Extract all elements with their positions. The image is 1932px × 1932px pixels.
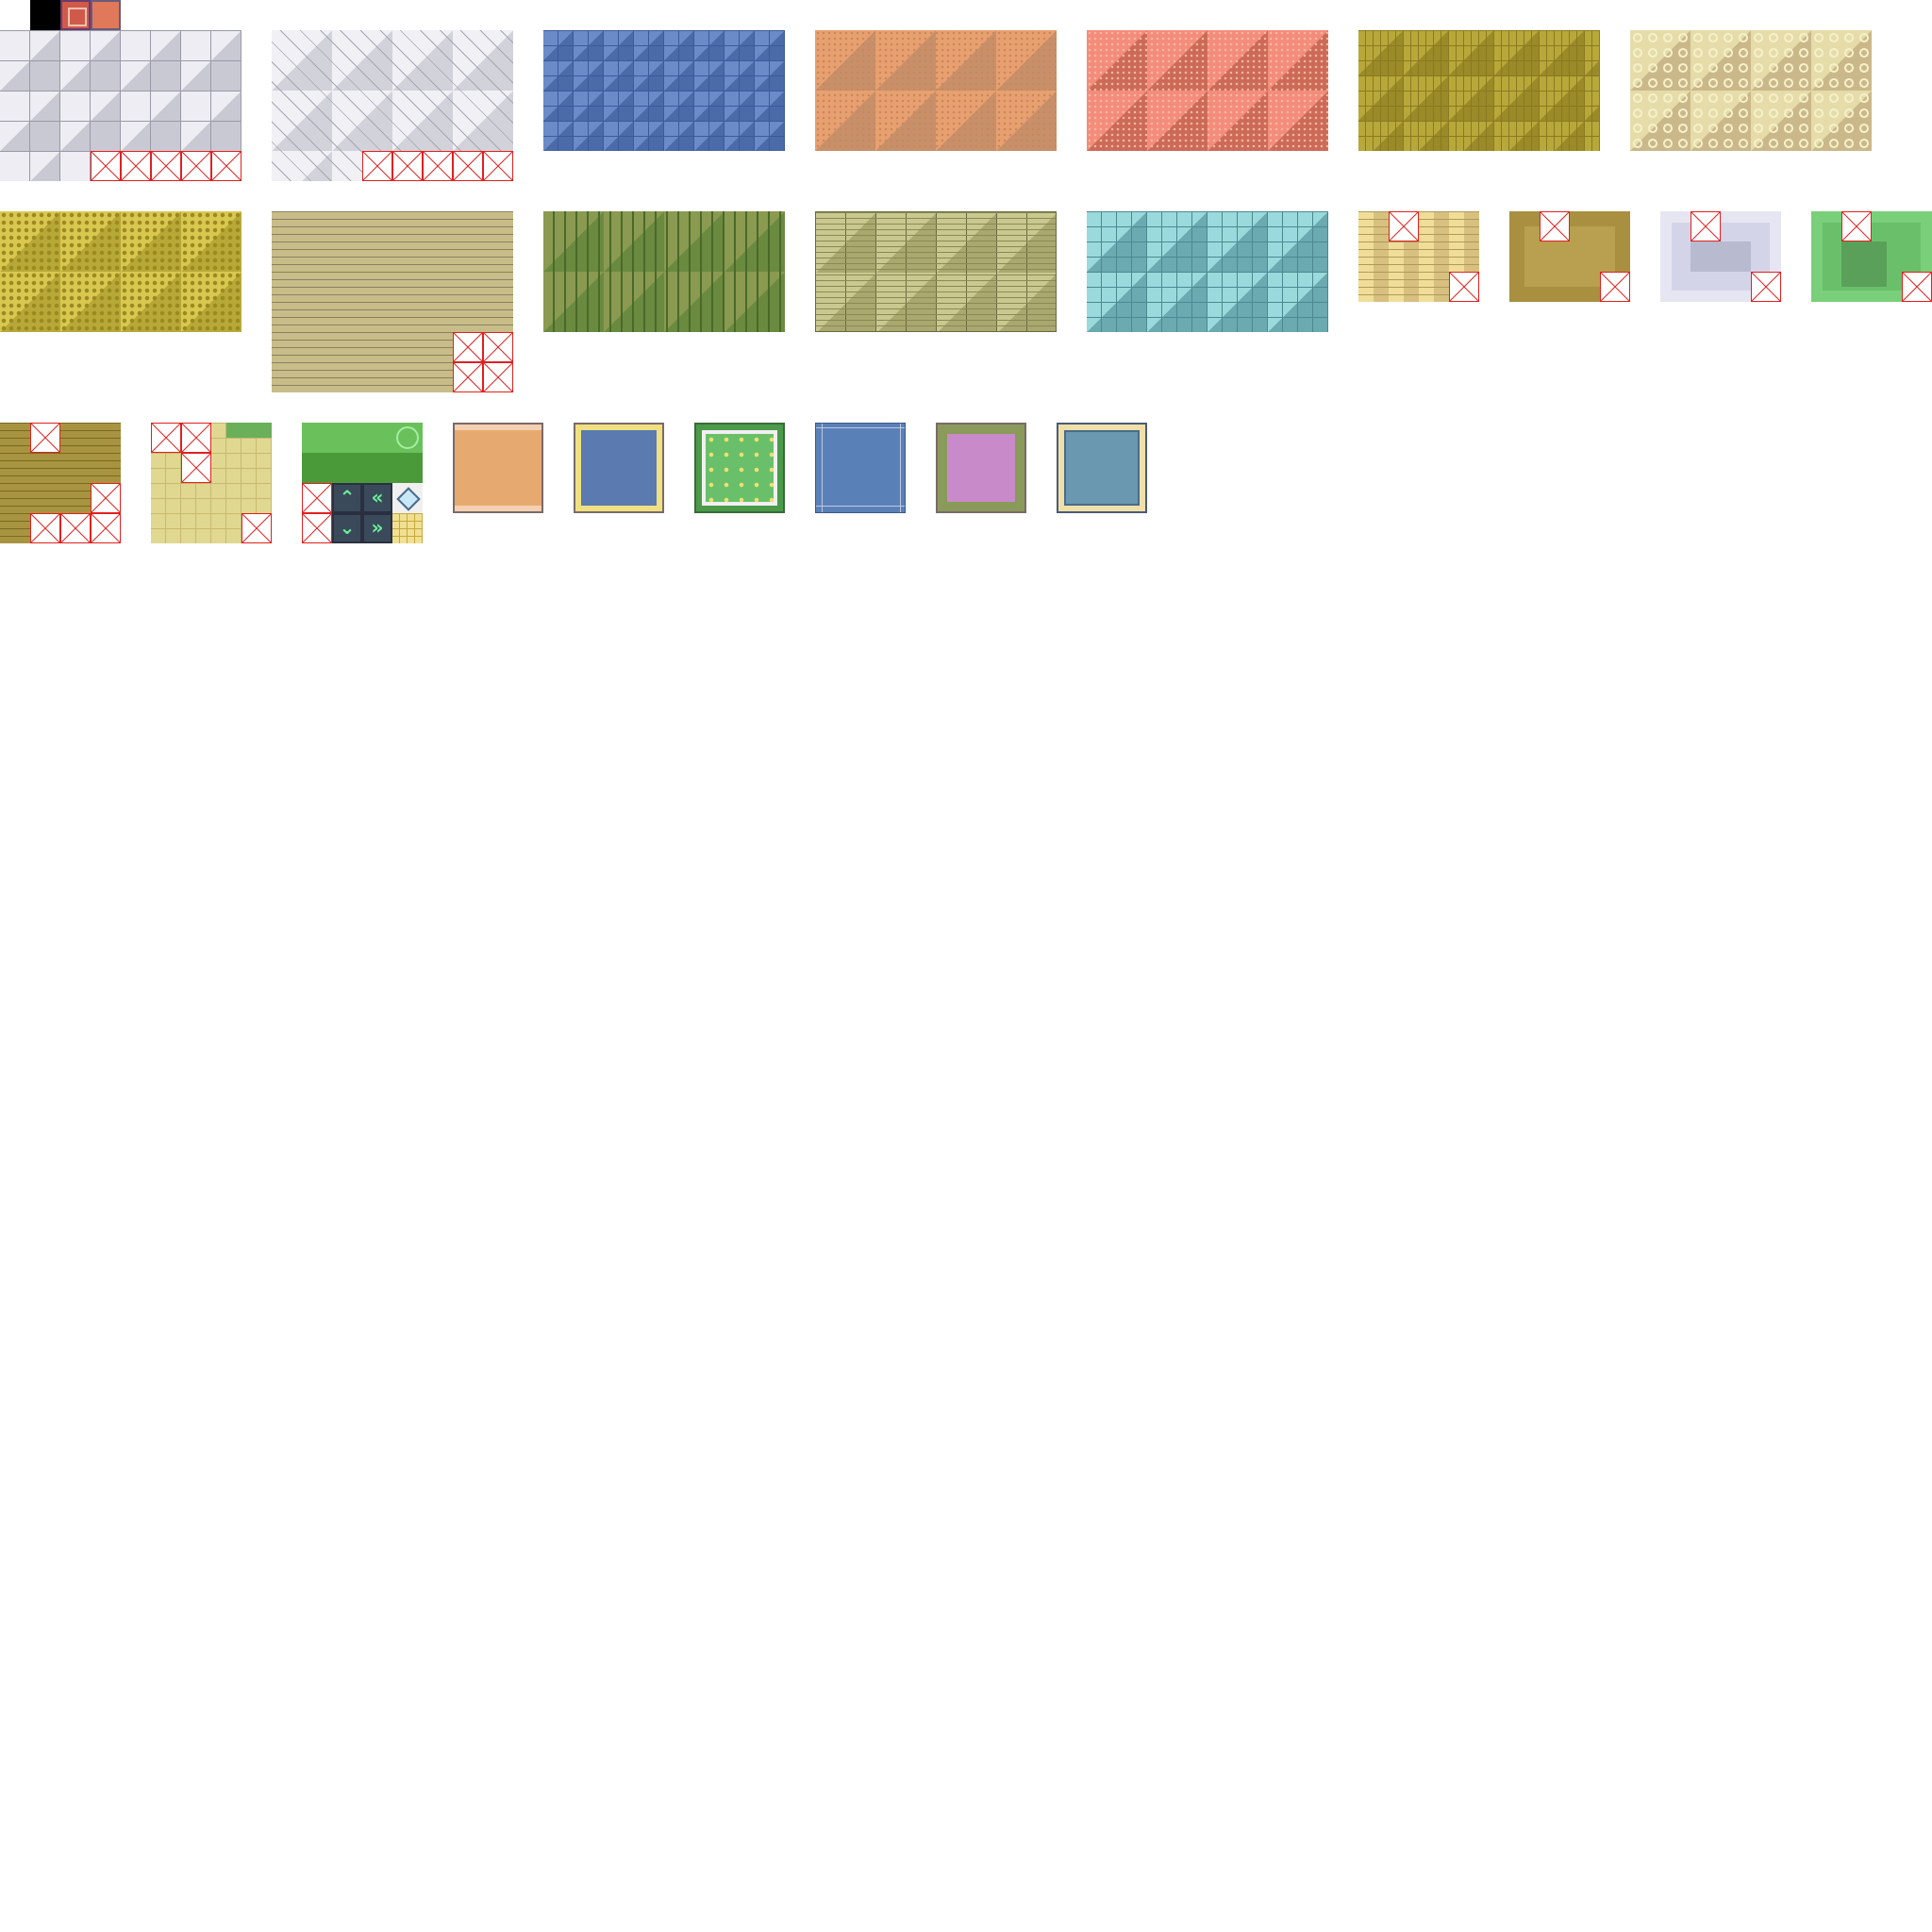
tileset-khaki-planks <box>815 211 1057 332</box>
arrow-right-icon: » <box>362 513 392 543</box>
missing-tile-icon <box>302 483 332 513</box>
missing-tile-icon <box>392 151 423 181</box>
missing-tile-icon <box>302 513 332 543</box>
grid-tile <box>392 513 423 543</box>
missing-tile-icon <box>1841 211 1872 242</box>
missing-tile-icon <box>121 151 151 181</box>
missing-tile-icon <box>453 151 483 181</box>
missing-tile-icon <box>453 362 483 392</box>
tileset-yellow-dotted <box>0 211 242 332</box>
tileset-cream-tiles <box>1630 30 1872 151</box>
missing-tile-icon <box>483 332 513 362</box>
missing-tile-icon <box>91 483 121 513</box>
missing-tile-icon <box>30 513 60 543</box>
tileset-salmon-carpet <box>1087 30 1328 151</box>
mat-pink-olive-border <box>936 423 1026 513</box>
missing-tile-icon <box>91 151 121 181</box>
swatch-red-frame <box>60 0 91 30</box>
arrow-left-icon: « <box>362 483 392 513</box>
missing-tile-icon <box>151 423 181 453</box>
tileset-blue-tiles <box>543 30 785 151</box>
grass-strip-dark <box>302 453 423 483</box>
missing-tile-icon <box>30 423 60 453</box>
missing-tile-icon <box>453 332 483 362</box>
missing-tile-icon <box>1690 211 1721 242</box>
missing-tile-icon <box>211 151 242 181</box>
missing-tile-icon <box>362 151 392 181</box>
swatch-orange-carpet <box>91 0 121 30</box>
swatch-black <box>30 0 60 30</box>
pokeball-icon <box>396 426 419 449</box>
mat-orange <box>453 423 543 513</box>
missing-tile-icon <box>181 453 211 483</box>
missing-tile-icon <box>91 513 121 543</box>
missing-tile-icon <box>1389 211 1419 242</box>
tileset-teal-tiles <box>1087 211 1328 332</box>
mat-steel-blue <box>1057 423 1147 513</box>
missing-tile-icon <box>1600 272 1630 302</box>
missing-tile-icon <box>181 423 211 453</box>
missing-tile-icon <box>1449 272 1479 302</box>
missing-tile-icon <box>1902 272 1932 302</box>
diamond-icon <box>392 483 423 513</box>
missing-tile-icon <box>151 151 181 181</box>
arrow-up-icon: ⌃ <box>332 483 362 513</box>
tileset-orange-carpet <box>815 30 1057 151</box>
arrow-down-icon: ⌄ <box>332 513 362 543</box>
mat-blue-lined <box>815 423 906 513</box>
tileset-green-wood <box>543 211 785 332</box>
mat-green-dotted <box>694 423 785 513</box>
missing-tile-icon <box>242 513 272 543</box>
mat-blue-yellow-border <box>574 423 664 513</box>
missing-tile-icon <box>1540 211 1570 242</box>
missing-tile-icon <box>1751 272 1781 302</box>
missing-tile-icon <box>483 151 513 181</box>
missing-tile-icon <box>483 362 513 392</box>
tileset-olive-parquet <box>1358 30 1600 151</box>
missing-tile-icon <box>60 513 91 543</box>
missing-tile-icon <box>423 151 453 181</box>
missing-tile-icon <box>181 151 211 181</box>
